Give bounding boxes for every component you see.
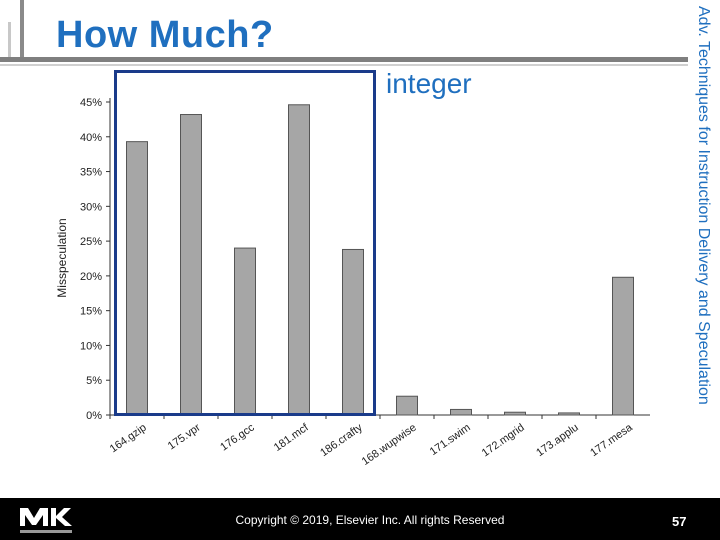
bar-172.mgrid <box>504 411 526 416</box>
decor-bar-vertical <box>20 0 24 62</box>
x-tick-label: 171.swim <box>428 422 473 458</box>
misspeculation-bar-chart: Misspeculation 0% 5% 10% 15% 20% 25% 30% 35% 40%… <box>55 97 650 468</box>
y-tick-label: 30% <box>80 201 102 213</box>
footer-bar <box>0 498 720 540</box>
y-tick-label: 25% <box>80 236 102 248</box>
y-tick-label: 10% <box>80 340 102 352</box>
decor-bar-horizontal-light <box>0 64 688 66</box>
side-title-container: Adv. Techniques for Instruction Delivery… <box>692 6 714 461</box>
y-tick-label: 0% <box>86 410 102 422</box>
x-tick-group: 164.gzip 175.vpr 176.gcc 181.mcf 186.crafty1… <box>108 415 635 468</box>
bar-168.wupwise <box>396 395 418 416</box>
x-tick-label: 175.vpr <box>166 421 203 452</box>
bar-group <box>126 104 634 416</box>
page-number: 57 <box>672 514 687 529</box>
x-tick-label: 181.mcf <box>272 421 312 454</box>
x-tick-label: 168.wupwise <box>360 422 419 468</box>
bar-171.swim <box>450 408 472 416</box>
integer-highlight-box <box>114 70 376 416</box>
y-tick-label: 15% <box>80 306 102 318</box>
x-tick-label: 172.mgrid <box>480 422 527 460</box>
side-title: Adv. Techniques for Instruction Delivery… <box>695 6 712 405</box>
x-tick-label: 164.gzip <box>108 422 149 456</box>
decor-bar-vertical-light <box>8 22 11 62</box>
copyright-text: Copyright © 2019, Elsevier Inc. All righ… <box>235 513 505 527</box>
y-tick-group: 0% 5% 10% 15% 20% 25% 30% 35% 40% 45% <box>80 97 110 422</box>
slide-title: How Much? <box>56 14 274 56</box>
y-tick-label: 40% <box>80 132 102 144</box>
bar-173.applu <box>558 412 580 416</box>
x-tick-label: 176.gcc <box>218 421 257 453</box>
y-tick-label: 35% <box>80 167 102 179</box>
integer-annotation: integer <box>386 68 472 99</box>
x-tick-label: 186.crafty <box>318 421 365 459</box>
x-tick-label: 177.mesa <box>588 421 635 459</box>
y-tick-label: 5% <box>86 375 102 387</box>
bar-177.mesa <box>612 276 634 416</box>
morgan-kaufmann-logo <box>20 508 72 533</box>
x-tick-label: 173.applu <box>534 422 580 460</box>
y-tick-label: 20% <box>80 271 102 283</box>
decor-bar-horizontal <box>0 57 688 62</box>
y-tick-label: 45% <box>80 97 102 109</box>
y-axis-label: Misspeculation <box>55 218 69 297</box>
